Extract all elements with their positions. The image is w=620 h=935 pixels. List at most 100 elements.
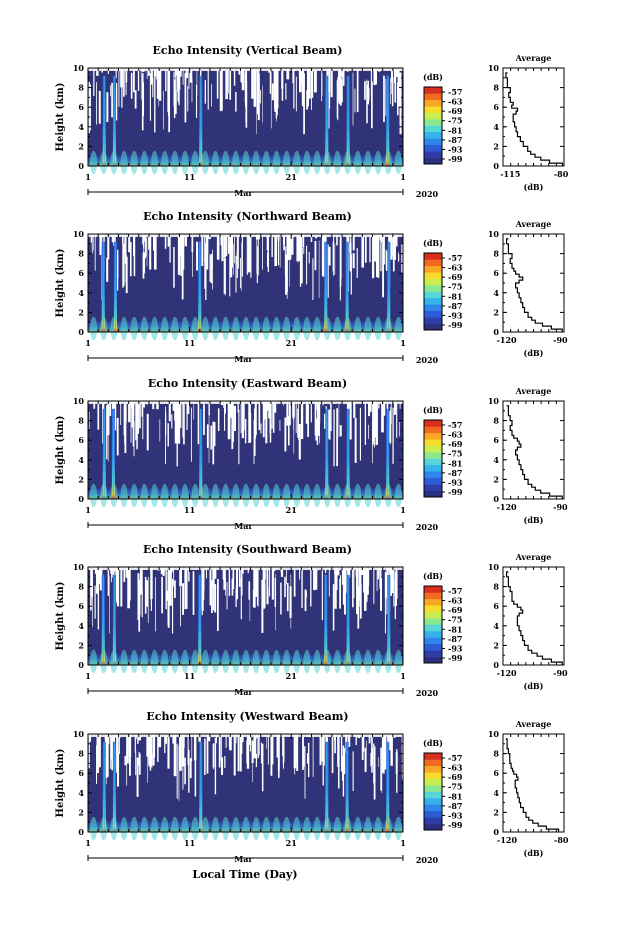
missing-data-gap [211, 580, 213, 614]
colorbar-tick-label: -57 [448, 253, 462, 263]
missing-data-gap [88, 735, 92, 742]
diurnal-echo [272, 816, 280, 841]
profile-x-axis-title: (dB) [524, 182, 544, 192]
missing-data-gap [371, 237, 373, 279]
colorbar-swatch [424, 464, 442, 472]
missing-data-gap [301, 68, 304, 107]
y-axis-title: Height (km) [55, 83, 66, 152]
missing-data-gap [275, 83, 277, 119]
diurnal-echo [151, 150, 159, 175]
y-axis-title: Height (km) [55, 416, 66, 485]
missing-data-gap [139, 402, 141, 429]
missing-data-gap [241, 242, 242, 292]
missing-data-gap [254, 569, 258, 597]
colorbar-swatch [424, 477, 442, 485]
missing-data-gap [141, 589, 143, 618]
missing-data-gap [401, 736, 403, 754]
missing-data-gap [303, 234, 305, 255]
missing-data-gap [385, 78, 387, 116]
colorbar-swatch [424, 471, 442, 479]
missing-data-gap [168, 579, 171, 596]
colorbar-swatch [424, 106, 442, 113]
diurnal-echo [333, 150, 341, 175]
missing-data-gap [366, 568, 369, 595]
x-tick-label: 11 [184, 172, 195, 182]
missing-data-gap [354, 417, 357, 464]
missing-data-gap [389, 568, 392, 596]
missing-data-gap [390, 735, 393, 766]
profile-frame [502, 67, 565, 167]
missing-data-gap [286, 252, 288, 292]
colorbar-swatch [424, 278, 442, 286]
missing-data-gap [253, 568, 256, 608]
missing-data-gap [381, 401, 384, 433]
missing-data-gap [187, 86, 189, 112]
missing-data-gap [299, 69, 302, 93]
missing-data-gap [156, 401, 159, 410]
profile-title: Average [515, 386, 552, 396]
colorbar-swatch [424, 297, 442, 305]
colorbar-swatch [424, 785, 442, 792]
precipitation-core [346, 241, 348, 332]
x-tick-label: 1 [85, 838, 91, 848]
missing-data-gap [260, 423, 262, 434]
missing-data-gap [284, 246, 286, 275]
missing-data-gap [336, 80, 338, 119]
missing-data-gap [109, 403, 112, 416]
diurnal-echo [232, 316, 240, 341]
y-tick-label: 6 [78, 435, 84, 445]
missing-data-gap [315, 236, 318, 239]
diurnal-echo [262, 316, 270, 341]
missing-data-gap [271, 83, 274, 101]
missing-data-gap [357, 586, 360, 629]
missing-data-gap [321, 236, 325, 276]
missing-data-gap [397, 69, 400, 107]
missing-data-gap [336, 569, 340, 576]
missing-data-gap [168, 402, 171, 422]
colorbar-tick-label: -87 [448, 135, 462, 145]
diurnal-echo [394, 816, 402, 841]
missing-data-gap [164, 736, 166, 754]
year-label: 2020 [416, 522, 439, 532]
missing-data-gap [375, 402, 378, 445]
missing-data-gap [159, 419, 161, 442]
diurnal-echo [171, 483, 179, 508]
diurnal-echo [161, 816, 169, 841]
missing-data-gap [149, 738, 152, 771]
missing-data-gap [382, 735, 385, 774]
missing-data-gap [139, 568, 143, 595]
missing-data-gap [248, 581, 250, 600]
missing-data-gap [334, 243, 336, 275]
missing-data-gap [92, 236, 94, 251]
missing-data-gap [298, 235, 301, 262]
colorbar-swatch [424, 439, 442, 446]
colorbar-swatch [424, 119, 442, 126]
colorbar-frame [423, 419, 443, 498]
missing-data-gap [227, 236, 230, 254]
missing-data-gap [140, 70, 142, 100]
diurnal-echo [354, 816, 362, 841]
missing-data-gap [333, 412, 335, 462]
colorbar-swatch [424, 291, 442, 299]
missing-data-gap [124, 409, 127, 454]
diurnal-echo [374, 816, 382, 841]
missing-data-gap [130, 72, 133, 99]
missing-data-gap [124, 236, 127, 254]
x-tick-label: 11 [184, 838, 195, 848]
diurnal-echo [252, 649, 260, 674]
colorbar-swatch [424, 804, 442, 812]
y-tick-label: 8 [78, 749, 84, 759]
colorbar-tick-label: -93 [448, 310, 463, 320]
missing-data-gap [206, 734, 209, 743]
missing-data-gap [324, 413, 326, 429]
missing-data-gap [257, 569, 259, 607]
missing-data-gap [171, 578, 174, 634]
missing-data-gap [152, 734, 155, 766]
colorbar-swatch [424, 810, 442, 818]
colorbar-swatch [424, 272, 442, 279]
missing-data-gap [181, 235, 185, 270]
missing-data-gap [373, 236, 377, 262]
missing-data-gap [295, 401, 297, 434]
missing-data-gap [99, 234, 102, 256]
missing-data-gap [269, 423, 272, 443]
